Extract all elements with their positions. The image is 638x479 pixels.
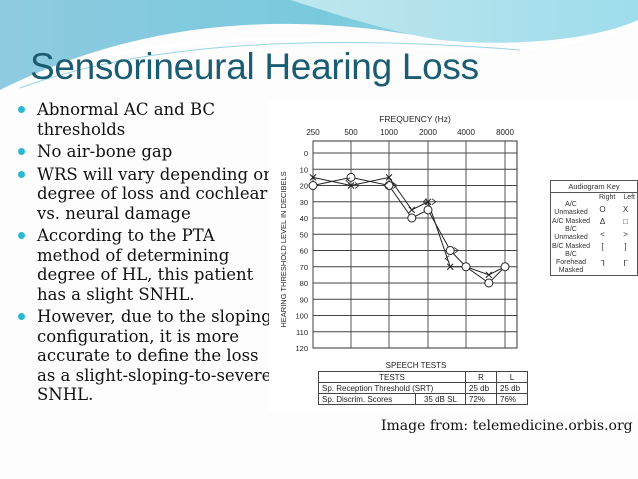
bullet-dot-icon bbox=[18, 313, 25, 320]
y-tick-label: 70 bbox=[300, 263, 308, 272]
bullet-list: Abnormal AC and BC thresholds No air-bon… bbox=[15, 100, 275, 408]
table-row: Sp. Discrim. Scores 35 dB SL 72% 76% bbox=[318, 393, 528, 405]
greater-than-marker-icon bbox=[431, 198, 437, 206]
greater-than-marker-icon bbox=[453, 247, 459, 254]
square-symbol-icon: □ bbox=[623, 217, 628, 226]
speech-tests: SPEECH TESTS TESTS R L Sp. Reception Thr… bbox=[318, 361, 528, 405]
table-header-row: TESTS R L bbox=[318, 371, 528, 383]
speech-tests-table: TESTS R L Sp. Reception Threshold (SRT) … bbox=[318, 371, 528, 405]
less-than-marker-icon bbox=[345, 177, 351, 184]
x-tick-label: 500 bbox=[344, 128, 358, 137]
circle-symbol-icon: O bbox=[599, 204, 606, 214]
y-tick-label: 120 bbox=[295, 344, 308, 353]
circle-marker-icon bbox=[423, 205, 433, 215]
bullet-item: WRS will vary depending on degree of los… bbox=[15, 165, 275, 224]
x-marker-icon bbox=[385, 174, 393, 181]
bullet-item: However, due to the sloping configuratio… bbox=[15, 307, 275, 405]
key-row: A/C Unmasked O X bbox=[551, 201, 637, 217]
header-wave-decoration bbox=[0, 0, 638, 97]
y-tick-label: 110 bbox=[296, 328, 308, 337]
x-marker-icon bbox=[309, 174, 317, 181]
bullet-dot-icon bbox=[18, 106, 25, 113]
circle-marker-icon bbox=[500, 262, 510, 272]
y-tick-label: 20 bbox=[300, 182, 308, 191]
circle-marker-icon bbox=[484, 278, 494, 288]
audiogram-key: Audiogram Key Right Left A/C Unmasked O X A… bbox=[550, 180, 638, 276]
speech-tests-title: SPEECH TESTS bbox=[385, 361, 447, 370]
y-tick-label: 10 bbox=[300, 165, 308, 174]
x-axis-title: FREQUENCY (Hz) bbox=[379, 114, 451, 124]
audiogram-chart: FREQUENCY (Hz) 250 500 1000 2000 4000 8000 0 10 2… bbox=[279, 114, 518, 353]
circle-marker-icon bbox=[308, 181, 318, 190]
grid-frame bbox=[312, 140, 518, 349]
less-than-marker-icon bbox=[422, 198, 428, 206]
left-bracket-symbol-icon: [ bbox=[601, 242, 604, 251]
x-tick-label: 8000 bbox=[496, 128, 514, 137]
greater-than-symbol-icon: > bbox=[623, 229, 628, 239]
x-marker-icon bbox=[485, 271, 493, 279]
key-row: B/C Masked[] bbox=[551, 242, 637, 251]
circle-marker-icon bbox=[346, 172, 356, 182]
forehead-right-symbol-icon: ᒣ bbox=[600, 258, 605, 268]
triangle-symbol-icon: Δ bbox=[599, 217, 606, 226]
y-tick-label: 100 bbox=[295, 312, 308, 321]
x-symbol-icon: X bbox=[622, 204, 629, 214]
slide-title: Sensorineural Hearing Loss bbox=[30, 46, 479, 87]
y-tick-label: 0 bbox=[304, 149, 308, 158]
x-marker-icon bbox=[347, 182, 355, 189]
circle-marker-icon bbox=[407, 213, 417, 223]
bullet-dot-icon bbox=[18, 170, 25, 178]
y-tick-label: 60 bbox=[300, 247, 308, 256]
bullet-item: No air-bone gap bbox=[15, 142, 275, 162]
greater-than-marker-icon bbox=[354, 182, 360, 189]
bullet-dot-icon bbox=[18, 232, 25, 239]
key-row: B/C Forehead Masked ᒣ ᒥ bbox=[551, 251, 637, 275]
forehead-left-symbol-icon: ᒥ bbox=[623, 258, 628, 268]
circle-marker-icon bbox=[445, 246, 455, 255]
x-tick-label: 2000 bbox=[419, 128, 437, 137]
y-axis-title: HEARING THRESHOLD LEVEL IN DECIBELS bbox=[279, 171, 288, 327]
key-row: B/C Unmasked < > bbox=[551, 226, 637, 242]
y-tick-label: 80 bbox=[300, 279, 308, 288]
x-tick-label: 1000 bbox=[380, 128, 398, 137]
circle-marker-icon bbox=[384, 181, 394, 190]
x-tick-label: 250 bbox=[306, 128, 320, 137]
bullet-dot-icon bbox=[18, 148, 25, 155]
y-tick-label: 40 bbox=[300, 214, 308, 223]
bullet-item: Abnormal AC and BC thresholds bbox=[15, 100, 275, 139]
bullet-item: According to the PTA method of determini… bbox=[15, 226, 275, 304]
less-than-symbol-icon: < bbox=[600, 229, 605, 239]
y-tick-label: 90 bbox=[300, 295, 308, 304]
y-tick-label: 50 bbox=[300, 230, 308, 239]
circle-marker-icon bbox=[461, 262, 471, 272]
less-than-marker-icon bbox=[383, 182, 389, 189]
image-source-caption: Image from: telemedicine.orbis.org bbox=[381, 418, 633, 434]
x-marker-icon bbox=[408, 206, 416, 214]
right-bracket-symbol-icon: ] bbox=[624, 242, 627, 251]
x-tick-label: 4000 bbox=[457, 128, 475, 137]
greater-than-marker-icon bbox=[392, 182, 398, 189]
table-row: Sp. Reception Threshold (SRT) 25 db 25 d… bbox=[318, 382, 528, 394]
audiogram-key-title: Audiogram Key bbox=[551, 181, 637, 193]
key-row: A/C Masked Δ □ bbox=[551, 217, 637, 226]
y-tick-label: 30 bbox=[300, 198, 308, 207]
x-marker-icon bbox=[446, 263, 454, 271]
less-than-marker-icon bbox=[444, 255, 450, 262]
